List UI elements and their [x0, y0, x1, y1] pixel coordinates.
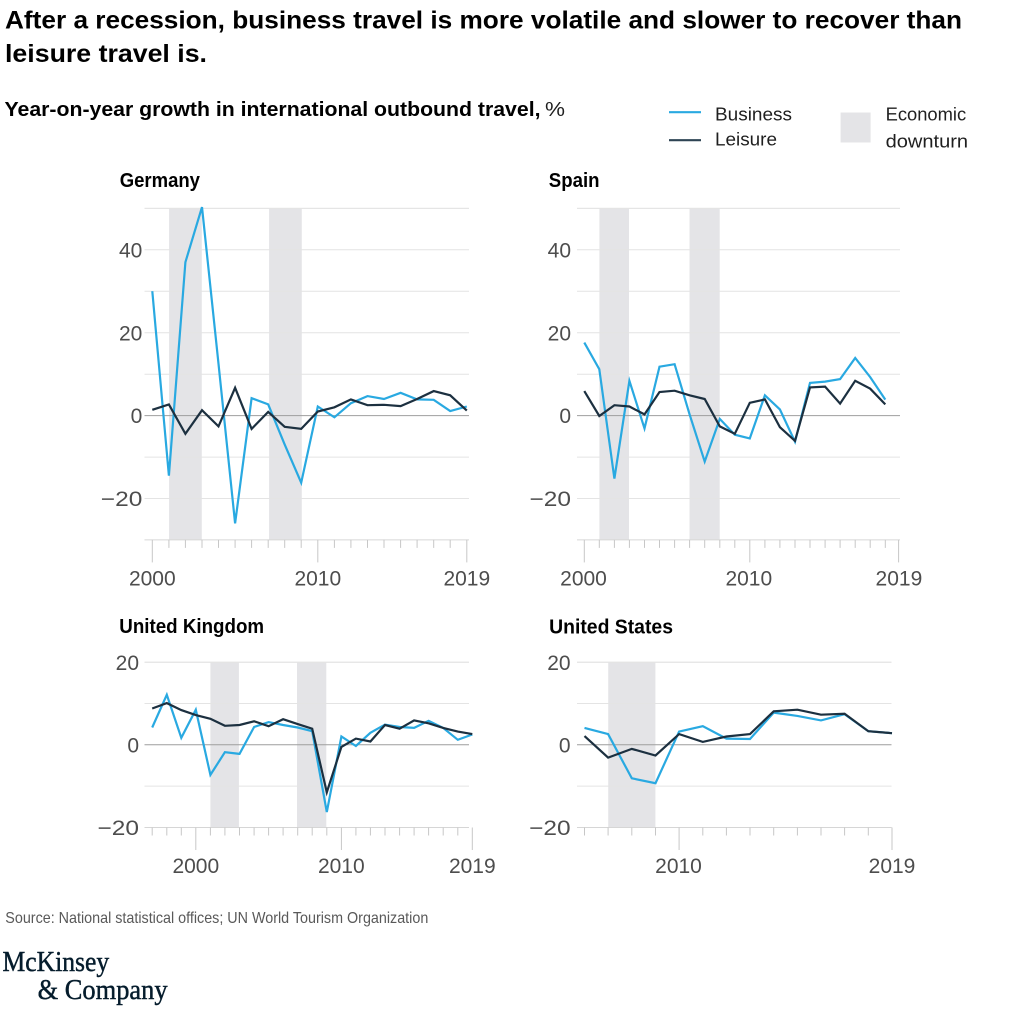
svg-text:2000: 2000: [172, 855, 219, 878]
svg-text:Economic: Economic: [886, 105, 967, 125]
svg-text:& Company: & Company: [38, 975, 169, 1006]
svg-text:Year-on-year growth in interna: Year-on-year growth in international out…: [5, 98, 541, 121]
svg-text:2019: 2019: [876, 567, 923, 590]
svg-text:United States: United States: [549, 616, 673, 639]
svg-text:2010: 2010: [318, 855, 365, 878]
svg-text:0: 0: [127, 734, 139, 757]
svg-text:2000: 2000: [560, 567, 607, 590]
svg-text:20: 20: [116, 652, 139, 675]
svg-text:2010: 2010: [655, 855, 702, 878]
svg-text:%: %: [545, 98, 565, 121]
svg-text:20: 20: [547, 652, 570, 675]
svg-text:0: 0: [559, 405, 571, 428]
svg-text:40: 40: [119, 239, 142, 262]
svg-text:2019: 2019: [869, 855, 916, 878]
svg-text:20: 20: [119, 322, 142, 345]
svg-text:−20: −20: [98, 817, 140, 840]
svg-text:Leisure: Leisure: [715, 129, 777, 149]
svg-text:McKinsey: McKinsey: [3, 947, 110, 978]
svg-text:20: 20: [548, 322, 571, 345]
svg-text:40: 40: [548, 239, 571, 262]
svg-text:Source: National statistical o: Source: National statistical offices; UN…: [5, 910, 428, 927]
svg-text:2019: 2019: [449, 855, 496, 878]
svg-text:−20: −20: [530, 488, 572, 511]
svg-text:−20: −20: [529, 817, 571, 840]
svg-text:Business: Business: [715, 105, 792, 125]
svg-text:2000: 2000: [129, 567, 176, 590]
svg-text:downturn: downturn: [886, 132, 969, 152]
svg-text:−20: −20: [101, 488, 143, 511]
svg-text:2019: 2019: [443, 567, 490, 590]
svg-text:2010: 2010: [294, 567, 341, 590]
svg-text:2010: 2010: [725, 567, 772, 590]
svg-text:United Kingdom: United Kingdom: [119, 615, 264, 638]
svg-text:Spain: Spain: [549, 169, 600, 192]
svg-text:Germany: Germany: [120, 169, 201, 192]
svg-text:0: 0: [131, 405, 143, 428]
svg-text:After a recession, business tr: After a recession, business travel is mo…: [5, 7, 962, 35]
svg-text:leisure travel is.: leisure travel is.: [5, 40, 207, 68]
svg-text:0: 0: [559, 734, 571, 757]
